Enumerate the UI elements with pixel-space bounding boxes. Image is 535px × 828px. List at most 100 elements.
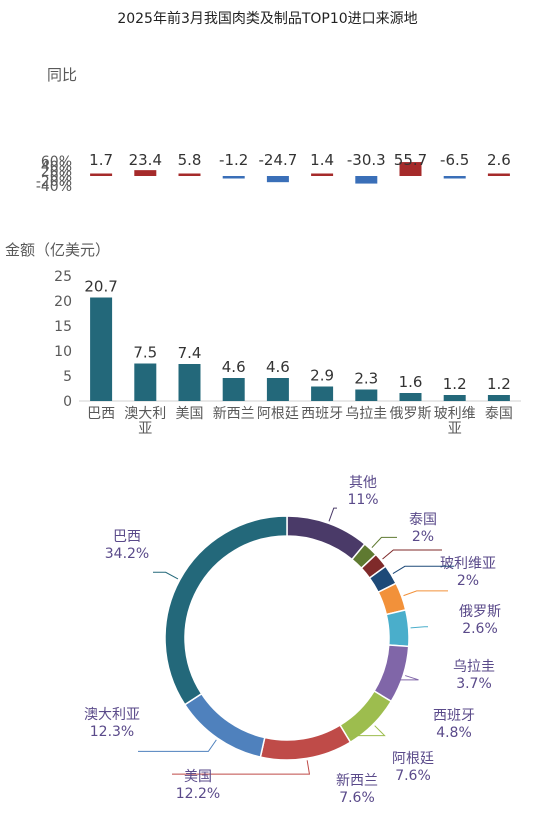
- donut-slice: [385, 608, 410, 648]
- donut-leader-line: [392, 565, 454, 574]
- donut-slice-name: 澳大利亚: [84, 707, 140, 723]
- growth-value-label: -1.2: [219, 151, 248, 169]
- growth-value-label: 1.4: [310, 151, 334, 169]
- growth-bar: [134, 170, 157, 176]
- donut-slice-name: 美国: [184, 769, 212, 785]
- amount-x-tick-label: 澳大利: [124, 406, 166, 422]
- amount-value-label: 1.2: [487, 375, 511, 393]
- amount-y-tick-label: 20: [54, 294, 72, 310]
- donut-slice-name: 乌拉圭: [453, 659, 495, 675]
- growth-bar: [90, 173, 113, 176]
- growth-value-label: 55.7: [394, 151, 427, 169]
- amount-x-tick-label: 美国: [176, 406, 204, 422]
- amount-value-label: 4.6: [222, 358, 246, 376]
- amount-x-tick-label: 亚: [138, 421, 152, 437]
- donut-slice-percent: 4.8%: [436, 725, 472, 741]
- amount-value-label: 7.4: [178, 344, 202, 362]
- amount-x-tick-label: 西班牙: [301, 406, 343, 422]
- amount-y-tick-label: 10: [54, 344, 72, 360]
- growth-bar: [443, 176, 466, 179]
- growth-bar: [487, 173, 510, 176]
- amount-bar: [222, 378, 245, 401]
- donut-slice-percent: 2.6%: [462, 621, 498, 637]
- donut-leader-line: [387, 675, 419, 681]
- donut-slice-percent: 12.3%: [90, 724, 134, 740]
- growth-y-tick-label: 60%: [41, 154, 72, 170]
- amount-y-axis-title: 金额（亿美元）: [5, 241, 110, 259]
- donut-slice-name: 西班牙: [433, 708, 475, 724]
- donut-slice-name: 泰国: [409, 512, 437, 528]
- donut-leader-line: [172, 760, 311, 775]
- donut-slice-percent: 3.7%: [456, 676, 492, 692]
- donut-slice-name: 玻利维亚: [440, 556, 496, 572]
- donut-leader-line: [410, 626, 428, 629]
- amount-value-label: 7.5: [133, 344, 157, 362]
- donut-slice-percent: 7.6%: [339, 790, 375, 806]
- amount-value-label: 2.3: [354, 370, 378, 388]
- amount-y-tick-label: 25: [54, 269, 72, 285]
- growth-bar: [222, 176, 245, 179]
- donut-leader-line: [153, 571, 179, 580]
- amount-x-tick-label: 泰国: [485, 406, 513, 422]
- amount-value-label: 1.2: [443, 375, 467, 393]
- donut-slice-percent: 11%: [347, 492, 378, 508]
- amount-x-tick-label: 阿根廷: [257, 406, 299, 422]
- amount-x-tick-label: 玻利维: [434, 406, 476, 422]
- growth-y-tick-label: -20%: [36, 174, 72, 190]
- donut-slice-name: 阿根廷: [392, 751, 434, 767]
- amount-y-tick-label: 0: [63, 394, 72, 410]
- amount-value-label: 20.7: [84, 278, 117, 296]
- donut-slice: [183, 692, 266, 758]
- amount-bar: [134, 363, 157, 401]
- amount-x-tick-label: 新西兰: [213, 406, 255, 422]
- growth-value-label: 1.7: [89, 151, 113, 169]
- growth-value-label: 23.4: [129, 151, 162, 169]
- amount-bar: [399, 393, 422, 401]
- donut-slice-percent: 2%: [412, 529, 434, 545]
- growth-bar: [266, 176, 289, 183]
- donut-leader-line: [382, 549, 442, 560]
- donut-slice: [286, 515, 366, 561]
- amount-bar: [178, 364, 201, 401]
- amount-value-label: 2.9: [310, 367, 334, 385]
- growth-value-label: -24.7: [258, 151, 297, 169]
- growth-bar: [355, 176, 378, 184]
- page-title: 2025年前3月我国肉类及制品TOP10进口来源地: [117, 11, 418, 27]
- donut-slice-name: 其他: [349, 475, 377, 491]
- amount-bar: [266, 378, 289, 401]
- donut-slice-percent: 34.2%: [105, 546, 149, 562]
- donut-slice-name: 俄罗斯: [459, 604, 501, 620]
- growth-bar: [178, 173, 201, 176]
- amount-y-tick-label: 15: [54, 319, 72, 335]
- growth-y-tick-label: -40%: [36, 179, 72, 195]
- growth-value-label: -30.3: [347, 151, 386, 169]
- donut-slice-percent: 12.2%: [176, 786, 220, 802]
- donut-leader-line: [403, 590, 448, 597]
- donut-leader-line: [328, 507, 337, 522]
- donut-slice-name: 巴西: [113, 529, 141, 545]
- donut-leader-line: [138, 739, 217, 752]
- donut-slice-percent: 2%: [457, 573, 479, 589]
- amount-value-label: 4.6: [266, 358, 290, 376]
- amount-x-tick-label: 乌拉圭: [345, 406, 387, 422]
- donut-slice: [164, 515, 288, 706]
- growth-value-label: 2.6: [487, 151, 511, 169]
- donut-slice-name: 新西兰: [336, 773, 378, 789]
- amount-bar: [311, 386, 334, 401]
- growth-y-tick-label: 0%: [50, 169, 72, 185]
- donut-slice-percent: 7.6%: [395, 768, 431, 784]
- donut-slice: [259, 724, 352, 761]
- amount-bar: [90, 297, 113, 401]
- growth-bar: [311, 173, 334, 176]
- growth-value-label: 5.8: [178, 151, 202, 169]
- growth-y-axis-title: 同比: [47, 66, 77, 84]
- amount-x-tick-label: 亚: [448, 421, 462, 437]
- amount-bar: [443, 395, 466, 401]
- donut-slice: [373, 644, 410, 703]
- donut-leader-line: [371, 536, 397, 548]
- amount-value-label: 1.6: [399, 373, 423, 391]
- donut-leader-line: [331, 725, 386, 737]
- growth-bar: [399, 162, 422, 176]
- growth-value-label: -6.5: [440, 151, 469, 169]
